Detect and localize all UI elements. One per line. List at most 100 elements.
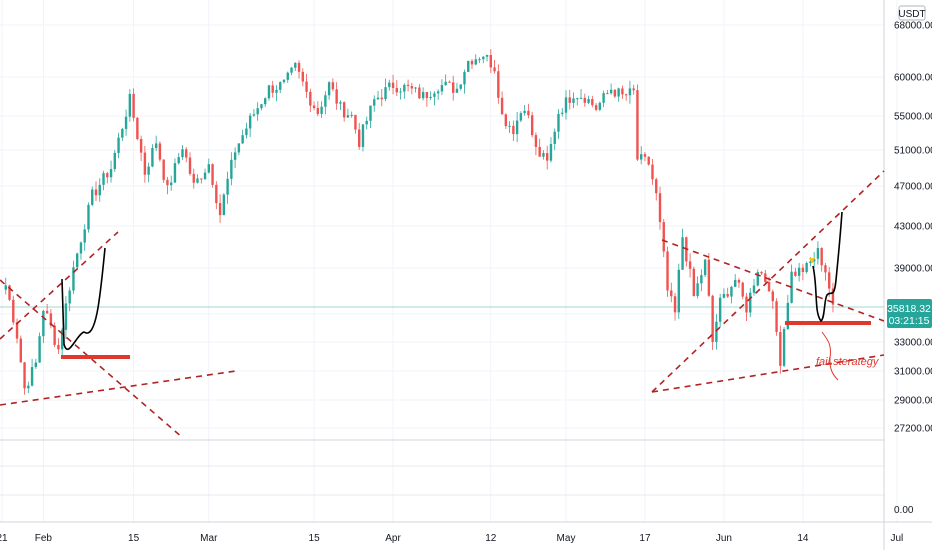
candle-body xyxy=(162,159,165,180)
candle-body xyxy=(444,81,447,86)
candle-body xyxy=(666,251,669,291)
candle-body xyxy=(745,296,748,313)
candle-body xyxy=(429,96,432,99)
candle-body xyxy=(117,137,120,153)
candle-body xyxy=(662,222,665,252)
candle-body xyxy=(403,84,406,92)
candle-body xyxy=(290,67,293,73)
candle-body xyxy=(459,84,462,89)
candle-body xyxy=(15,322,19,339)
fail-strategy-annotation: fail.sterategy xyxy=(816,356,880,368)
price-axis-tick: 60000.00 xyxy=(894,73,932,84)
candle-body xyxy=(188,157,192,174)
candle-body xyxy=(158,143,162,160)
candle-body xyxy=(23,362,26,389)
candle-body xyxy=(294,62,297,68)
candle-body xyxy=(527,110,530,116)
candle-body xyxy=(301,71,304,82)
last-price-value: 35818.32 xyxy=(887,303,931,315)
time-axis-tick: Jul xyxy=(890,533,903,544)
trend-lines xyxy=(0,170,885,439)
candle-body xyxy=(797,267,801,276)
candle-body xyxy=(109,169,113,178)
candle-body xyxy=(801,267,805,273)
candle-body xyxy=(203,172,207,180)
candle-body xyxy=(173,163,177,183)
warning-marker xyxy=(809,258,815,264)
candle-body xyxy=(820,248,823,266)
candle-body xyxy=(170,182,173,186)
candle-body xyxy=(312,105,316,108)
left-projection-path xyxy=(61,247,106,351)
candle-body xyxy=(34,362,38,368)
candle-body xyxy=(414,87,417,89)
candle-body xyxy=(305,81,308,92)
candle-body xyxy=(132,93,135,118)
candle-body xyxy=(418,87,421,99)
candle-body xyxy=(568,97,571,103)
candle-body xyxy=(779,331,782,366)
candle-body xyxy=(433,93,436,97)
candle-body xyxy=(42,310,45,337)
currency-badge xyxy=(898,5,926,21)
candle-body xyxy=(700,275,703,284)
candle-body xyxy=(87,204,90,230)
candle-body xyxy=(775,301,778,332)
candle-body xyxy=(72,267,75,291)
candle-body xyxy=(467,60,470,72)
candle-body xyxy=(489,54,492,68)
candle-body xyxy=(271,85,274,93)
candle-body xyxy=(749,292,752,313)
candle-body xyxy=(19,338,22,363)
candle-body xyxy=(185,149,188,158)
candle-body xyxy=(331,82,335,90)
time-axis-tick: 17 xyxy=(639,533,651,544)
candle-body xyxy=(324,95,327,107)
candle-body xyxy=(215,184,218,204)
candle-body xyxy=(598,102,602,110)
candle-body xyxy=(718,297,722,322)
candle-body xyxy=(64,303,68,330)
price-axis-tick: 27200.00 xyxy=(894,424,932,435)
candle-body xyxy=(275,89,278,93)
candle-body xyxy=(572,98,575,103)
time-axis-tick: 14 xyxy=(797,533,809,544)
candle-body xyxy=(391,82,395,89)
candle-body xyxy=(632,88,635,91)
candle-body xyxy=(4,285,7,290)
candle-body xyxy=(365,120,368,125)
candle-body xyxy=(756,272,759,286)
candle-body xyxy=(647,156,650,165)
candle-body xyxy=(354,114,357,130)
candle-body xyxy=(196,178,199,183)
candle-body xyxy=(504,114,508,127)
candle-body xyxy=(726,293,729,297)
candle-body xyxy=(824,265,827,273)
time-axis-tick: May xyxy=(557,533,576,544)
candle-body xyxy=(335,89,338,104)
currency-label: USDT xyxy=(898,9,925,20)
candle-body xyxy=(530,115,534,136)
time-axis-tick: Mar xyxy=(200,533,218,544)
price-axis-tick: 51000.00 xyxy=(894,146,932,157)
candle-body xyxy=(222,194,226,216)
fail-path xyxy=(821,331,839,381)
candle-body xyxy=(681,237,684,270)
last-price-tag xyxy=(887,299,932,328)
candle-body xyxy=(583,97,586,103)
candle-body xyxy=(741,282,744,297)
candle-body xyxy=(279,82,282,90)
candle-body xyxy=(812,258,816,262)
candle-body xyxy=(425,92,429,99)
candle-body xyxy=(703,259,707,276)
price-axis-tick: 47000.00 xyxy=(894,182,932,193)
candle-body xyxy=(546,153,549,161)
candle-body xyxy=(508,125,511,127)
candle-body xyxy=(624,94,628,96)
candle-body xyxy=(49,313,53,326)
candle-body xyxy=(211,164,214,185)
candle-body xyxy=(482,56,485,60)
candle-body xyxy=(12,299,15,323)
candle-body xyxy=(264,98,267,105)
candle-body xyxy=(91,189,94,205)
